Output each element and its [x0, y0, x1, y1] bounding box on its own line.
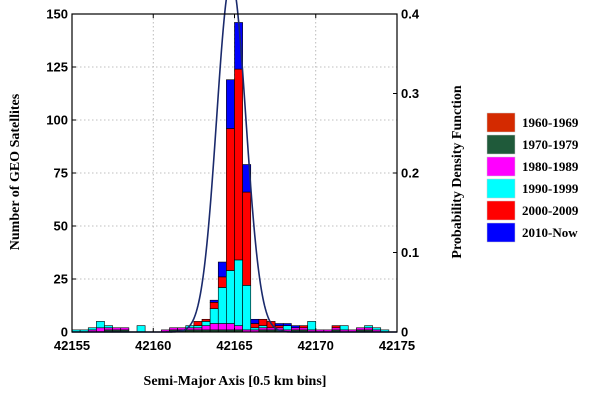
- y2-tick-label: 0.1: [401, 245, 419, 260]
- bar-segment-2010-now: [274, 323, 284, 326]
- bar-segment-2000-2009: [242, 191, 252, 286]
- x-tick-label: 42155: [54, 338, 90, 353]
- bar-segment-1990-1999: [193, 325, 203, 329]
- y2-tick-label: 0: [401, 325, 408, 340]
- bar-segment-1980-1989: [112, 327, 122, 331]
- bar-segment-2010-now: [217, 261, 227, 278]
- bar-segment-2000-2009: [258, 318, 268, 326]
- bar-segment-1990-1999: [96, 321, 105, 329]
- bar-segment-1990-1999: [364, 325, 373, 329]
- legend-swatch: [486, 134, 516, 155]
- legend-swatch: [486, 200, 516, 221]
- legend-label: 1970-1979: [522, 137, 579, 152]
- legend-swatch: [486, 156, 516, 177]
- legend-label: 2000-2009: [522, 203, 579, 218]
- bar-segment-1980-1989: [258, 327, 268, 331]
- ticks: 42155 42160 42165 42170 42175025507510012515…: [46, 7, 420, 354]
- bar-segment-1990-1999: [372, 327, 382, 331]
- y-tick-label: 50: [54, 219, 68, 234]
- bar-segment-2010-now: [250, 318, 260, 324]
- x-tick-label: 42175: [379, 338, 415, 353]
- bar-segment-1990-1999: [234, 259, 243, 326]
- y2-tick-label: 0.4: [401, 7, 420, 22]
- bar-segment-1990-1999: [307, 321, 317, 331]
- bar-segment-1980-1989: [201, 325, 211, 331]
- legend-swatch: [486, 222, 516, 243]
- bar-segment-2010-now: [226, 79, 235, 129]
- bar-segment-1980-1989: [217, 323, 227, 331]
- bar-segment-2000-2009: [274, 325, 284, 329]
- bar-segment-2000-2009: [226, 128, 235, 271]
- bar-segment-1980-1989: [169, 327, 178, 331]
- bars: [71, 22, 390, 333]
- bar-segment-2010-now: [282, 323, 292, 326]
- bar-segment-2000-2009: [209, 302, 219, 309]
- y-tick-label: 125: [46, 60, 68, 75]
- bar-segment-1980-1989: [104, 327, 113, 331]
- bar-segment-1980-1989: [356, 327, 365, 331]
- y-axis-title: Number of GEO Satellites: [8, 93, 23, 250]
- bar-segment-2000-2009: [250, 323, 260, 329]
- bar-segment-2000-2009: [217, 276, 227, 288]
- bar-segment-1990-1999: [258, 325, 268, 329]
- x-axis-title: Semi-Major Axis [0.5 km bins]: [144, 374, 327, 389]
- x-tick-label: 42160: [135, 338, 171, 353]
- y-tick-label: 75: [54, 166, 68, 181]
- bar-segment-1980-1989: [234, 325, 243, 331]
- bar-segment-1990-1999: [242, 285, 252, 331]
- y2-axis-title: Probability Density Function: [450, 85, 465, 258]
- legend-label: 2010-Now: [522, 225, 578, 240]
- y2-tick-label: 0.3: [401, 86, 419, 101]
- legend-label: 1980-1989: [522, 159, 579, 174]
- bar-segment-1980-1989: [193, 327, 203, 331]
- legend-label: 1990-1999: [522, 181, 579, 196]
- y-tick-label: 150: [46, 7, 68, 22]
- bar-segment-2000-2009: [331, 325, 341, 329]
- bar-segment-1990-1999: [136, 325, 146, 333]
- legend-label: 1960-1969: [522, 115, 579, 130]
- bar-segment-2010-now: [209, 299, 219, 303]
- bar-segment-1990-1999: [217, 287, 227, 324]
- y2-tick-label: 0.2: [401, 166, 419, 181]
- bar-segment-2000-2009: [299, 325, 308, 329]
- y-tick-label: 0: [61, 325, 68, 340]
- x-tick-label: 42170: [298, 338, 334, 353]
- bar-segment-1980-1989: [209, 323, 219, 331]
- y-tick-label: 100: [46, 113, 68, 128]
- legend: 1960-1969 1970-1979 1980-1989 1990-1999 2000…: [486, 112, 579, 243]
- bar-segment-1980-1989: [226, 323, 235, 331]
- bar-segment-2010-now: [291, 325, 300, 329]
- bar-segment-1980-1989: [364, 327, 373, 331]
- bar-segment-1990-1999: [209, 308, 219, 324]
- bar-segment-1990-1999: [250, 327, 260, 331]
- bar-segment-1980-1989: [120, 327, 130, 331]
- bar-segment-2000-2009: [193, 321, 203, 326]
- bar-segment-1990-1999: [201, 321, 211, 326]
- bar-segment-1990-1999: [282, 325, 292, 331]
- legend-swatch: [486, 112, 516, 133]
- y-tick-label: 25: [54, 272, 68, 287]
- bar-segment-2000-2009: [234, 68, 243, 261]
- bar-segment-1980-1989: [299, 327, 308, 331]
- bar-segment-1990-1999: [339, 325, 349, 331]
- bar-segment-1980-1989: [291, 327, 300, 331]
- bar-segment-2000-2009: [201, 318, 211, 322]
- bar-segment-1980-1989: [331, 327, 341, 331]
- bar-segment-1990-1999: [104, 325, 113, 329]
- bar-segment-1990-1999: [87, 327, 97, 331]
- x-tick-label: 42165: [216, 338, 252, 353]
- bar-segment-1990-1999: [226, 270, 235, 324]
- legend-swatch: [486, 178, 516, 199]
